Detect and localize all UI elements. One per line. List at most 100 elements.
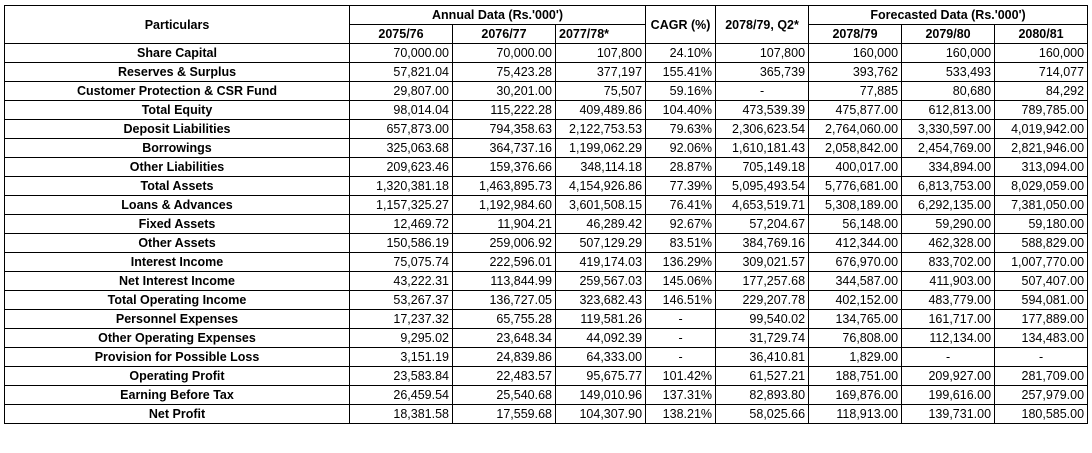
value-cell: 56,148.00 [808, 214, 903, 234]
year-header: 2077/78* [554, 24, 647, 44]
value-cell: 64,333.00 [554, 347, 647, 367]
value-cell: 409,489.86 [554, 100, 647, 120]
value-cell: 199,616.00 [901, 385, 996, 405]
table-row: Loans & Advances 1,157,325.27 1,192,984.60… [4, 195, 1089, 215]
value-cell: 11,904.21 [452, 214, 556, 234]
value-cell: 323,682.43 [554, 290, 647, 310]
cagr-cell: 79.63% [645, 119, 717, 139]
value-cell: 17,237.32 [349, 309, 453, 329]
value-cell: 9,295.02 [349, 328, 453, 348]
value-cell: 12,469.72 [349, 214, 453, 234]
table-row: Borrowings 325,063.68 364,737.16 1,199,062.… [4, 138, 1089, 158]
table-row: Net Profit 18,381.58 17,559.68 104,307.90 13… [4, 404, 1089, 424]
value-cell: 334,894.00 [901, 157, 996, 177]
value-cell: 107,800 [715, 43, 810, 63]
cagr-cell: 104.40% [645, 100, 717, 120]
value-cell: - [901, 347, 996, 367]
table-row: Interest Income 75,075.74 222,596.01 419,17… [4, 252, 1089, 272]
value-cell: 2,058,842.00 [808, 138, 903, 158]
value-cell: 3,330,597.00 [901, 119, 996, 139]
value-cell: 6,292,135.00 [901, 195, 996, 215]
value-cell: 400,017.00 [808, 157, 903, 177]
value-cell: 3,601,508.15 [554, 195, 647, 215]
table-row: Other Assets 150,586.19 259,006.92 507,129.… [4, 233, 1089, 253]
row-label: Fixed Assets [4, 214, 350, 234]
cagr-cell: - [645, 328, 717, 348]
financial-table-container: Particulars Annual Data (Rs.'000') CAGR … [4, 5, 1089, 424]
value-cell: 70,000.00 [452, 43, 556, 63]
value-cell: 177,889.00 [994, 309, 1089, 329]
value-cell: 136,727.05 [452, 290, 556, 310]
value-cell: 75,507 [554, 81, 647, 101]
value-cell: 365,739 [715, 62, 810, 82]
value-cell: 222,596.01 [452, 252, 556, 272]
financial-data-table: Particulars Annual Data (Rs.'000') CAGR … [4, 5, 1089, 424]
value-cell: 402,152.00 [808, 290, 903, 310]
cagr-cell: - [645, 347, 717, 367]
table-row: Fixed Assets 12,469.72 11,904.21 46,289.42 9… [4, 214, 1089, 234]
year-header: 2076/77 [452, 24, 556, 44]
cagr-cell: 137.31% [645, 385, 717, 405]
value-cell: 134,765.00 [808, 309, 903, 329]
row-label: Share Capital [4, 43, 350, 63]
value-cell: 6,813,753.00 [901, 176, 996, 196]
value-cell: 281,709.00 [994, 366, 1089, 386]
value-cell: 5,308,189.00 [808, 195, 903, 215]
value-cell: 4,653,519.71 [715, 195, 810, 215]
value-cell: 188,751.00 [808, 366, 903, 386]
value-cell: 22,483.57 [452, 366, 556, 386]
value-cell: 113,844.99 [452, 271, 556, 291]
particulars-header: Particulars [4, 5, 350, 44]
value-cell: 84,292 [994, 81, 1089, 101]
cagr-cell: 155.41% [645, 62, 717, 82]
cagr-cell: 28.87% [645, 157, 717, 177]
value-cell: 714,077 [994, 62, 1089, 82]
value-cell: 507,129.29 [554, 233, 647, 253]
value-cell: 364,737.16 [452, 138, 556, 158]
value-cell: 161,717.00 [901, 309, 996, 329]
value-cell: 58,025.66 [715, 404, 810, 424]
value-cell: 657,873.00 [349, 119, 453, 139]
value-cell: 36,410.81 [715, 347, 810, 367]
cagr-cell: - [645, 309, 717, 329]
value-cell: 61,527.21 [715, 366, 810, 386]
value-cell: 160,000 [901, 43, 996, 63]
row-label: Provision for Possible Loss [4, 347, 350, 367]
q2-header: 2078/79, Q2* [715, 5, 810, 44]
value-cell: 1,192,984.60 [452, 195, 556, 215]
cagr-cell: 145.06% [645, 271, 717, 291]
value-cell: 59,290.00 [901, 214, 996, 234]
value-cell: 65,755.28 [452, 309, 556, 329]
value-cell: 4,019,942.00 [994, 119, 1089, 139]
value-cell: 159,376.66 [452, 157, 556, 177]
value-cell: 377,197 [554, 62, 647, 82]
value-cell: 118,913.00 [808, 404, 903, 424]
row-label: Other Operating Expenses [4, 328, 350, 348]
forecast-data-header: Forecasted Data (Rs.'000') [808, 5, 1089, 25]
value-cell: 5,095,493.54 [715, 176, 810, 196]
value-cell: 419,174.03 [554, 252, 647, 272]
cagr-cell: 101.42% [645, 366, 717, 386]
cagr-cell: 59.16% [645, 81, 717, 101]
value-cell: 70,000.00 [349, 43, 453, 63]
value-cell: 1,829.00 [808, 347, 903, 367]
table-row: Reserves & Surplus 57,821.04 75,423.28 377,… [4, 62, 1089, 82]
value-cell: 7,381,050.00 [994, 195, 1089, 215]
value-cell: 23,648.34 [452, 328, 556, 348]
value-cell: 169,876.00 [808, 385, 903, 405]
value-cell: 705,149.18 [715, 157, 810, 177]
row-label: Other Liabilities [4, 157, 350, 177]
value-cell: 533,493 [901, 62, 996, 82]
value-cell: 53,267.37 [349, 290, 453, 310]
row-label: Interest Income [4, 252, 350, 272]
value-cell: - [994, 347, 1089, 367]
value-cell: 2,454,769.00 [901, 138, 996, 158]
table-row: Customer Protection & CSR Fund 29,807.00 3… [4, 81, 1089, 101]
row-label: Total Equity [4, 100, 350, 120]
value-cell: 29,807.00 [349, 81, 453, 101]
cagr-cell: 138.21% [645, 404, 717, 424]
value-cell: 412,344.00 [808, 233, 903, 253]
value-cell: 475,877.00 [808, 100, 903, 120]
value-cell: 80,680 [901, 81, 996, 101]
value-cell: - [715, 81, 810, 101]
